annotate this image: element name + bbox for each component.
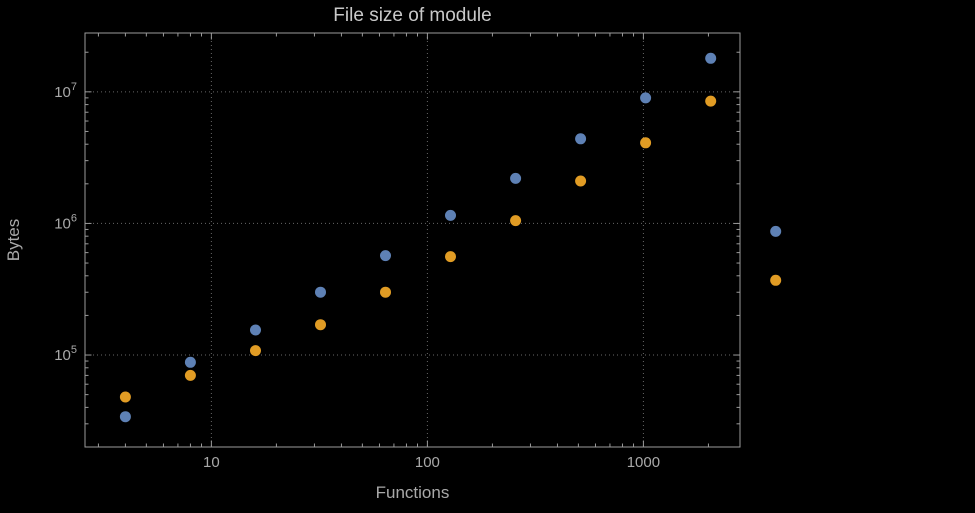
data-point-blue <box>705 52 717 64</box>
x-tick-label: 100 <box>415 454 440 471</box>
data-point-orange <box>445 251 456 263</box>
data-point-blue <box>640 92 652 104</box>
data-point-orange <box>640 137 652 149</box>
data-point-orange <box>705 95 717 107</box>
plot-frame <box>84 32 741 448</box>
data-point-blue <box>380 250 391 262</box>
data-point-orange <box>184 369 196 381</box>
y-tick-label: 106 <box>54 212 77 232</box>
data-point-orange <box>315 319 326 331</box>
data-point-blue <box>510 172 522 184</box>
y-tick-label: 105 <box>54 344 77 364</box>
x-axis-label: Functions <box>375 483 450 502</box>
data-point-orange <box>510 215 522 227</box>
data-point-blue <box>184 356 196 368</box>
data-point-orange <box>380 286 391 298</box>
data-point-orange <box>575 175 587 187</box>
data-point-orange <box>119 391 131 403</box>
chart-title: File size of module <box>333 5 492 26</box>
y-tick-label: 107 <box>54 81 77 101</box>
data-point-blue <box>575 133 587 145</box>
x-tick-label: 1000 <box>627 454 660 471</box>
data-point-blue <box>315 286 326 298</box>
data-point-orange <box>770 274 782 286</box>
data-point-blue <box>770 225 782 237</box>
x-tick-label: 10 <box>203 454 220 471</box>
data-point-blue <box>250 324 261 336</box>
data-point-orange <box>250 345 261 357</box>
data-point-blue <box>119 411 131 423</box>
y-axis-label: Bytes <box>4 218 23 262</box>
data-point-blue <box>445 209 456 221</box>
